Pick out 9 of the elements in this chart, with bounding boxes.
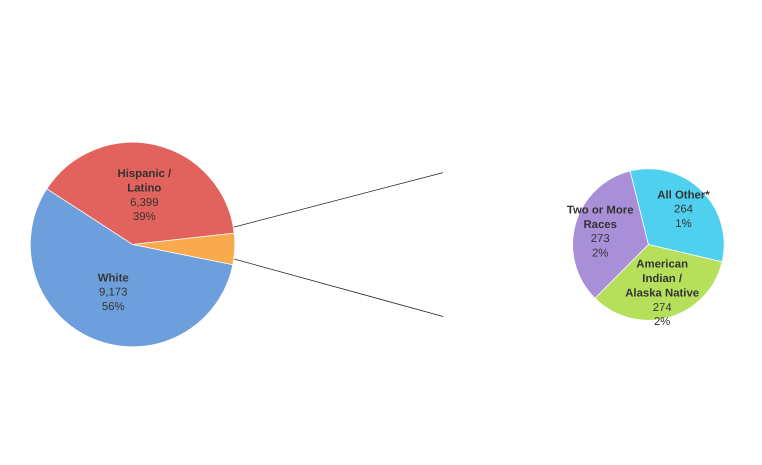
data-label: 274 2% <box>652 302 672 328</box>
slice-label: Hispanic / Latino <box>117 168 172 194</box>
data-label: 273 2% <box>590 233 610 260</box>
slice-label: Two or More Races <box>566 204 634 231</box>
slice-label: White <box>98 272 129 284</box>
slice-label: American Indian / Alaska Native <box>625 258 700 300</box>
data-label: 9,173 56% <box>99 286 128 314</box>
data-label: 6,399 39% <box>130 196 159 224</box>
data-label: 264 1% <box>674 204 693 230</box>
